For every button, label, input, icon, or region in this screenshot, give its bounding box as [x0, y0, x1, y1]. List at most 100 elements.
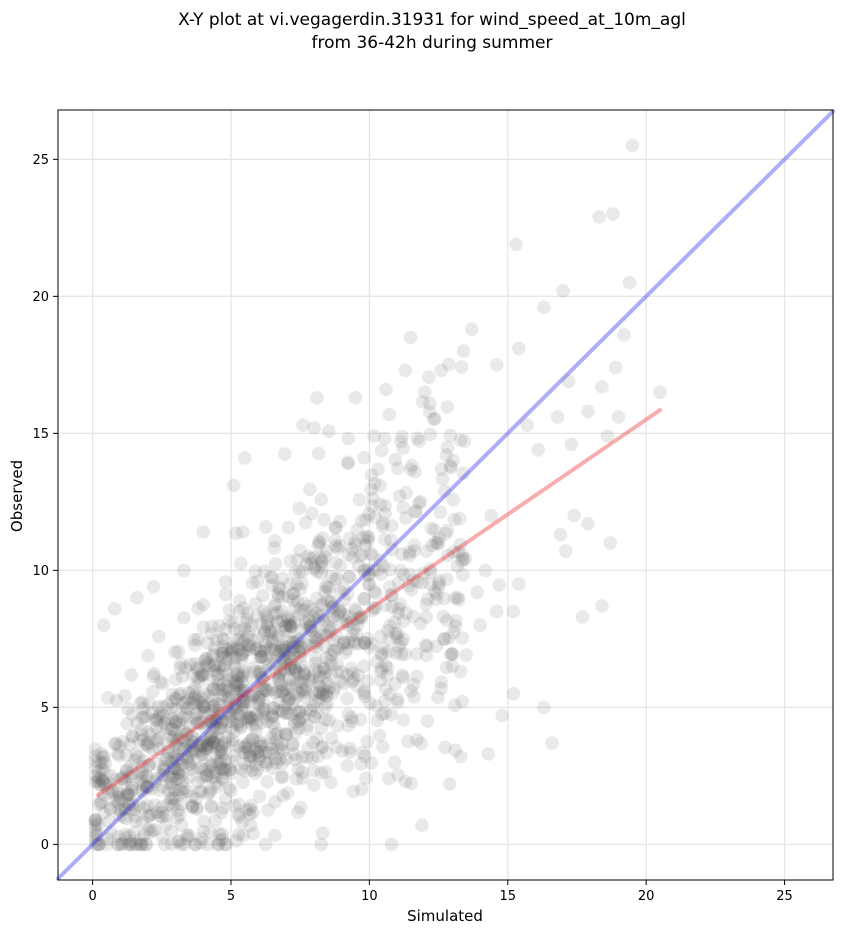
data-point: [282, 672, 297, 686]
data-point: [190, 802, 204, 817]
data-point: [603, 536, 617, 550]
data-point: [91, 774, 105, 789]
data-point: [242, 711, 256, 725]
data-point: [381, 644, 396, 659]
data-point: [347, 621, 361, 636]
data-point: [320, 696, 334, 711]
data-point: [257, 683, 272, 697]
data-point: [383, 562, 397, 577]
data-point: [141, 809, 156, 823]
data-point: [284, 643, 299, 657]
data-point: [330, 608, 345, 622]
data-point: [205, 716, 219, 731]
data-point: [214, 742, 229, 756]
data-point: [226, 737, 240, 752]
data-point: [177, 611, 191, 625]
data-point: [260, 619, 275, 634]
data-point: [592, 210, 606, 224]
data-point: [207, 664, 222, 678]
data-point: [154, 800, 169, 814]
data-point: [112, 790, 127, 804]
data-point: [178, 695, 192, 710]
data-point: [204, 800, 219, 815]
data-point: [217, 762, 232, 777]
data-point: [253, 664, 268, 679]
data-point: [416, 566, 431, 581]
data-point: [268, 534, 282, 548]
data-point: [294, 658, 309, 672]
data-point: [290, 552, 305, 567]
data-point: [326, 601, 340, 615]
data-point: [112, 739, 127, 753]
data-point: [228, 651, 242, 665]
data-point: [139, 769, 154, 783]
data-point: [318, 549, 332, 564]
data-point: [235, 666, 250, 680]
data-point: [344, 710, 359, 725]
data-point: [122, 797, 136, 812]
data-point: [293, 640, 308, 654]
data-point: [232, 739, 246, 753]
data-point: [246, 826, 260, 841]
data-point: [167, 797, 182, 812]
data-point: [415, 576, 429, 590]
data-point: [111, 829, 125, 844]
data-point: [243, 694, 258, 708]
data-point: [135, 728, 149, 742]
data-point: [243, 802, 257, 816]
data-point: [131, 750, 145, 764]
data-point: [311, 633, 325, 647]
data-point: [316, 661, 331, 675]
data-point: [362, 507, 376, 522]
data-point: [427, 523, 442, 537]
data-point: [282, 679, 297, 694]
data-point: [116, 769, 131, 784]
data-point: [255, 671, 270, 685]
data-point: [94, 794, 108, 809]
data-point: [335, 744, 350, 758]
data-point: [171, 765, 186, 780]
data-point: [324, 569, 339, 584]
data-point: [184, 734, 198, 748]
data-point: [208, 659, 222, 673]
data-point: [304, 674, 319, 689]
data-point: [293, 582, 308, 596]
data-point: [264, 640, 278, 654]
data-point: [215, 770, 229, 785]
data-point: [209, 765, 223, 780]
data-point: [440, 613, 454, 628]
data-point: [195, 771, 209, 785]
data-point: [268, 597, 283, 612]
data-point: [209, 633, 224, 647]
data-point: [103, 801, 118, 816]
data-point: [249, 757, 263, 772]
data-point: [170, 811, 184, 825]
data-point: [204, 731, 218, 745]
data-point: [334, 674, 348, 689]
data-point: [259, 758, 273, 772]
data-point: [161, 769, 176, 784]
data-point: [399, 486, 414, 500]
data-point: [218, 650, 233, 665]
data-point: [354, 547, 369, 562]
data-point: [236, 683, 251, 698]
data-point: [282, 624, 297, 639]
data-point: [183, 657, 198, 672]
data-point: [160, 745, 175, 759]
data-point: [364, 756, 379, 770]
data-point: [165, 711, 179, 725]
data-point: [241, 741, 255, 756]
data-point: [358, 538, 373, 553]
data-point: [561, 374, 576, 389]
data-point: [245, 576, 260, 590]
data-point: [247, 750, 261, 764]
data-point: [327, 681, 342, 695]
data-point: [369, 586, 384, 601]
data-point: [420, 714, 435, 728]
data-point: [199, 742, 213, 756]
data-point: [232, 683, 246, 698]
data-point: [270, 615, 285, 630]
data-point: [260, 684, 275, 698]
data-point: [293, 631, 308, 646]
